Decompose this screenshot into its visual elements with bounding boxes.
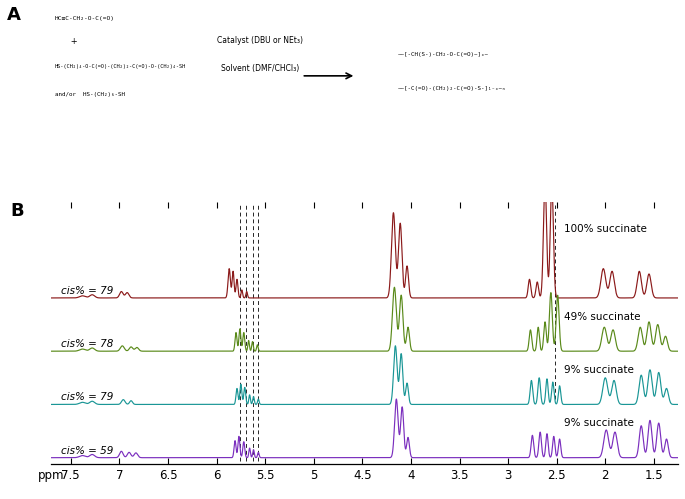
Text: B: B <box>10 202 24 220</box>
Text: cis% = 78: cis% = 78 <box>61 339 114 349</box>
Text: cis% = 79: cis% = 79 <box>61 392 114 402</box>
Text: 9% succinate: 9% succinate <box>564 365 634 375</box>
Text: cis% = 79: cis% = 79 <box>61 286 114 296</box>
Text: HS-(CH₂)₄-O-C(=O)-(CH₂)₂-C(=O)-O-(CH₂)₄-SH: HS-(CH₂)₄-O-C(=O)-(CH₂)₂-C(=O)-O-(CH₂)₄-… <box>55 64 186 69</box>
Text: Catalyst (DBU or NEt₃): Catalyst (DBU or NEt₃) <box>217 36 303 45</box>
Text: 100% succinate: 100% succinate <box>564 224 647 234</box>
Text: ppm: ppm <box>38 470 64 483</box>
Text: 9% succinate: 9% succinate <box>564 418 634 429</box>
Text: ~~[-C(=O)-(CH₂)₂-C(=O)-S-]₁₋ₓ~ₙ: ~~[-C(=O)-(CH₂)₂-C(=O)-S-]₁₋ₓ~ₙ <box>397 86 506 91</box>
Text: cis% = 59: cis% = 59 <box>61 446 114 456</box>
Text: and/or  HS-(CH₂)₆-SH: and/or HS-(CH₂)₆-SH <box>55 92 125 97</box>
Text: Solvent (DMF/CHCl₃): Solvent (DMF/CHCl₃) <box>221 64 299 73</box>
Text: +: + <box>55 37 77 46</box>
Text: 49% succinate: 49% succinate <box>564 312 641 322</box>
Text: HC≡C-CH₂-O-C(=O): HC≡C-CH₂-O-C(=O) <box>55 16 115 21</box>
Text: A: A <box>7 6 21 24</box>
Text: ~~[-CH(S-)-CH₂-O-C(=O)~]ₓ~: ~~[-CH(S-)-CH₂-O-C(=O)~]ₓ~ <box>397 52 488 57</box>
